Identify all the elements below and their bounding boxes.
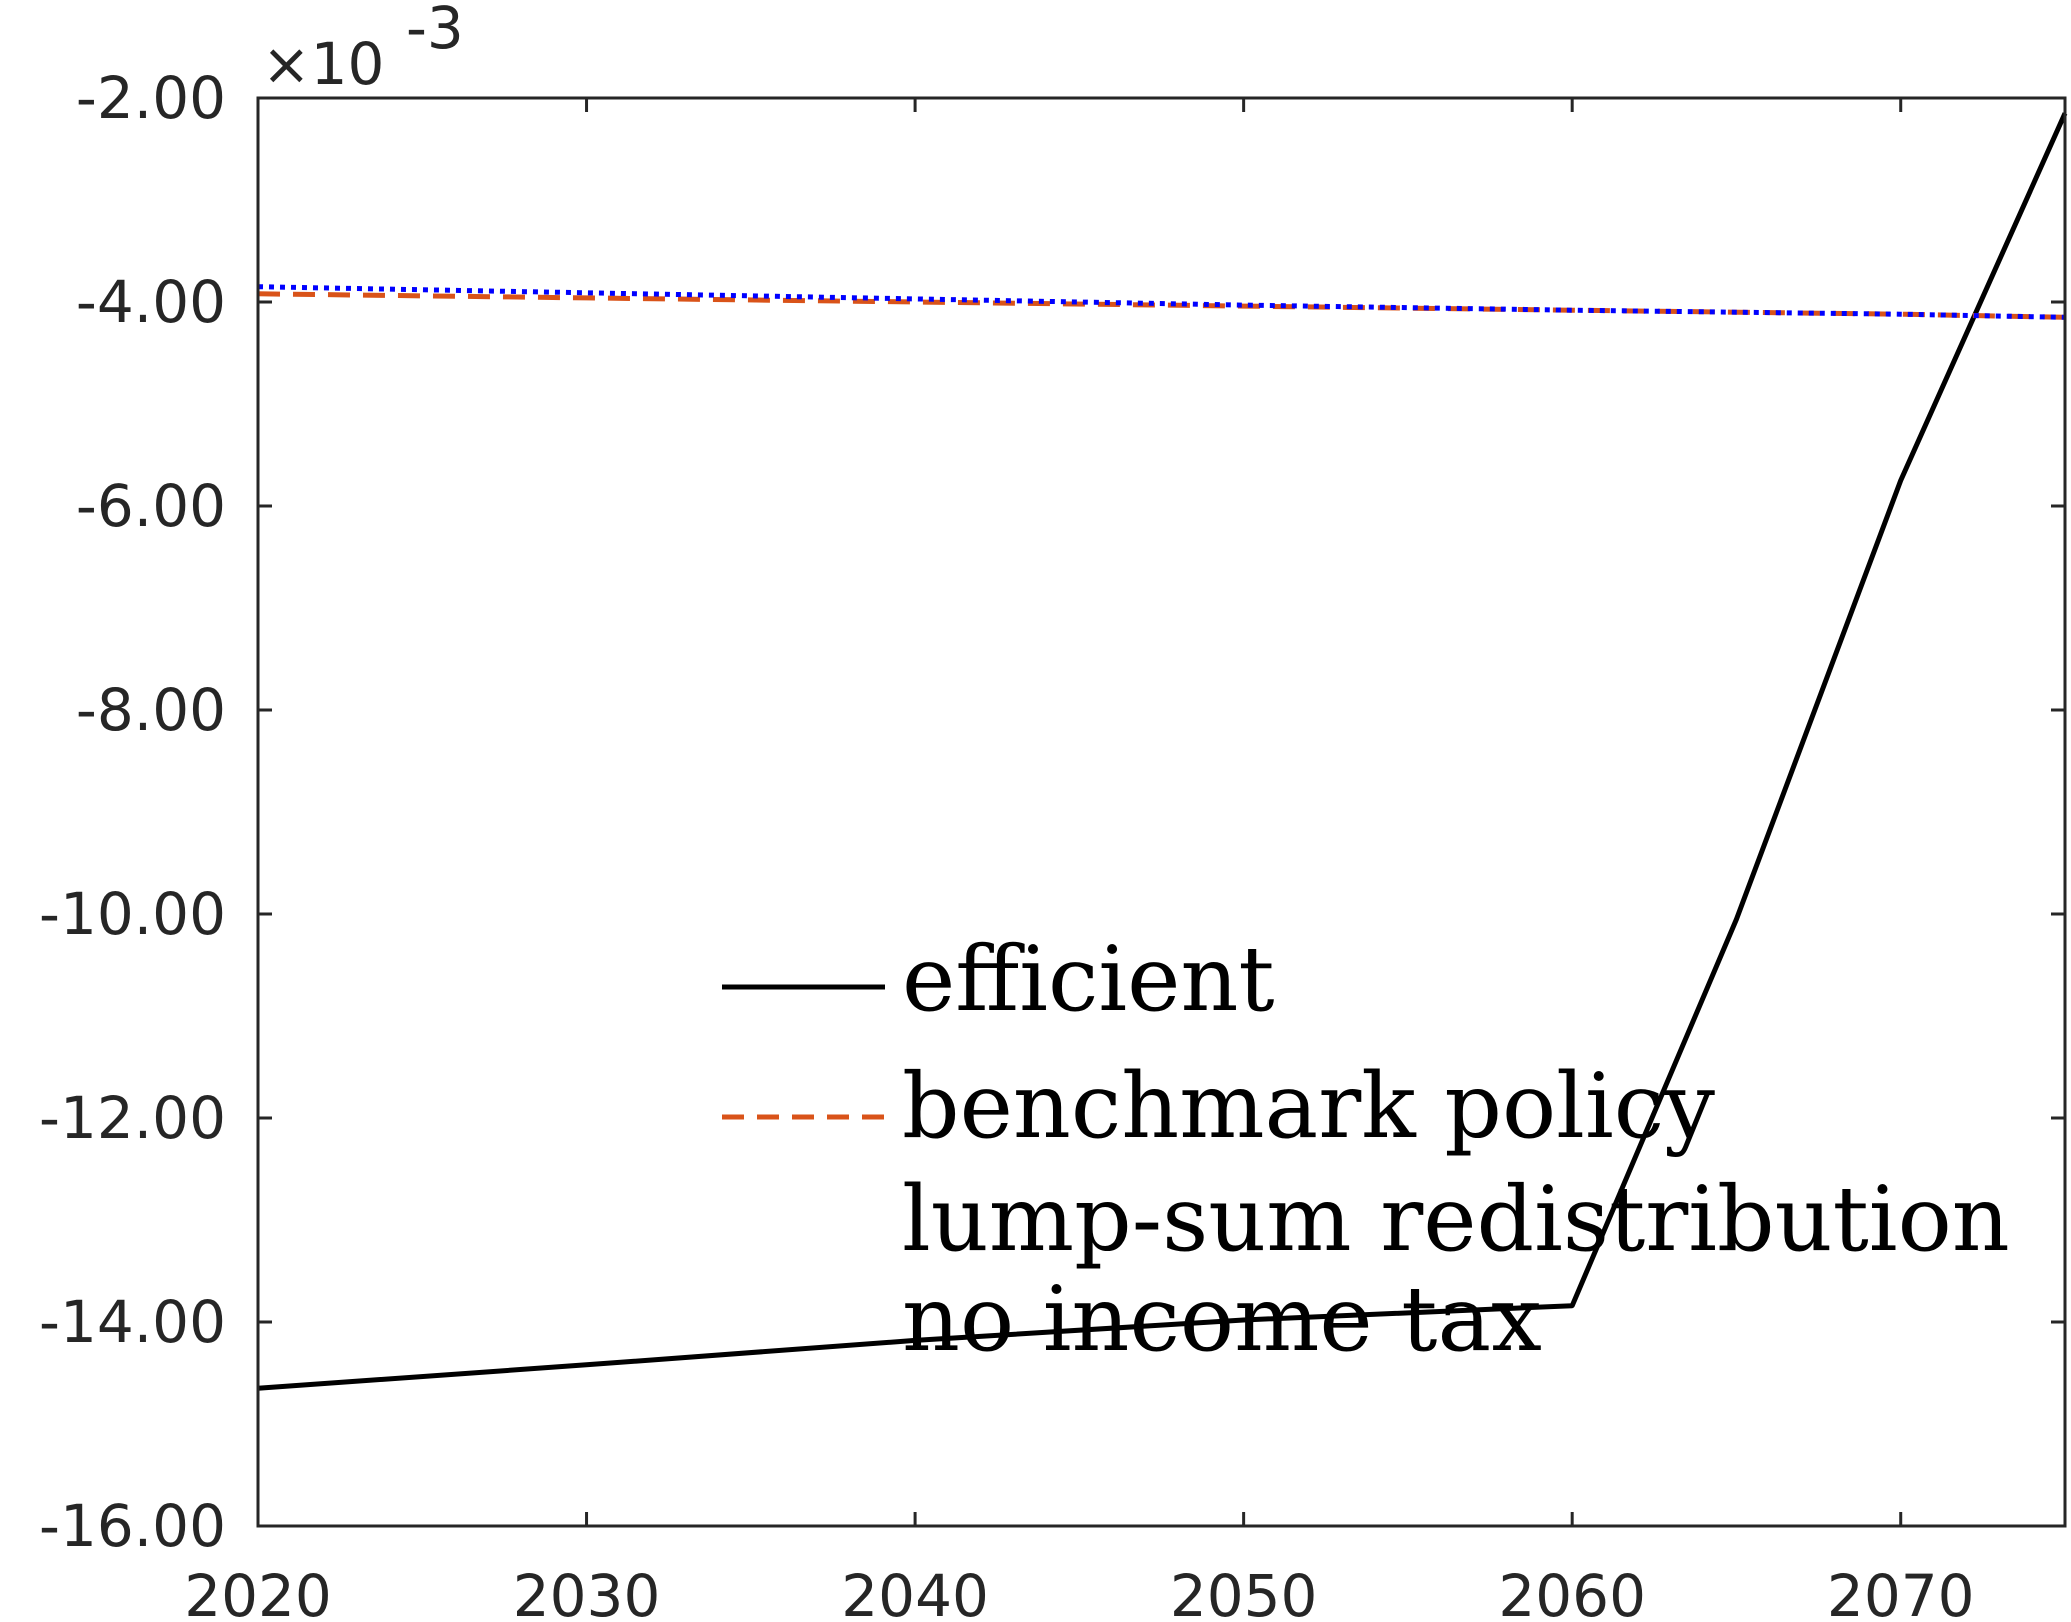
y-tick-label: -2.00: [76, 64, 226, 132]
plot-area-frame: [256, 96, 2067, 1528]
y-tick-label: -12.00: [39, 1084, 226, 1152]
x-tick-label: 2070: [1827, 1562, 1975, 1622]
x-tick-label: 2030: [513, 1562, 661, 1622]
x-tick-label: 2040: [841, 1562, 989, 1622]
legend-label-benchmark-policy: benchmark policy: [902, 1054, 1715, 1159]
y-tick-label: -14.00: [39, 1288, 226, 1356]
series-layer: [257, 112, 2068, 1391]
series-line-lump-sum-redistribution: [257, 284, 2066, 320]
y-tick-label: -4.00: [76, 268, 226, 336]
plot-background: [258, 98, 2065, 1526]
y-tick-label: -10.00: [39, 880, 226, 948]
x-tick-label: 2060: [1498, 1562, 1646, 1622]
series-line-efficient: [257, 112, 2068, 1391]
axis-ticks: 2020 2030 2040 2050 2060 2070 -16.00 -14.00 -12.…: [39, 64, 2065, 1622]
legend-label-lump-sum-redistribution: lump-sum redistribution: [902, 1167, 2010, 1272]
y-tick-label: -16.00: [39, 1492, 226, 1560]
y-exponent-base: ×10: [262, 30, 384, 98]
legend-label-efficient: efficient: [902, 927, 1275, 1032]
y-exponent-power: -3: [406, 0, 464, 62]
series-line-benchmark-policy: [257, 291, 2066, 320]
y-tick-label: -8.00: [76, 676, 226, 744]
y-exponent: ×10 -3: [262, 0, 464, 98]
legend-label-no-income-tax: no income tax: [902, 1267, 1542, 1372]
x-tick-label: 2050: [1170, 1562, 1318, 1622]
y-tick-label: -6.00: [76, 472, 226, 540]
x-tick-label: 2020: [184, 1562, 332, 1622]
